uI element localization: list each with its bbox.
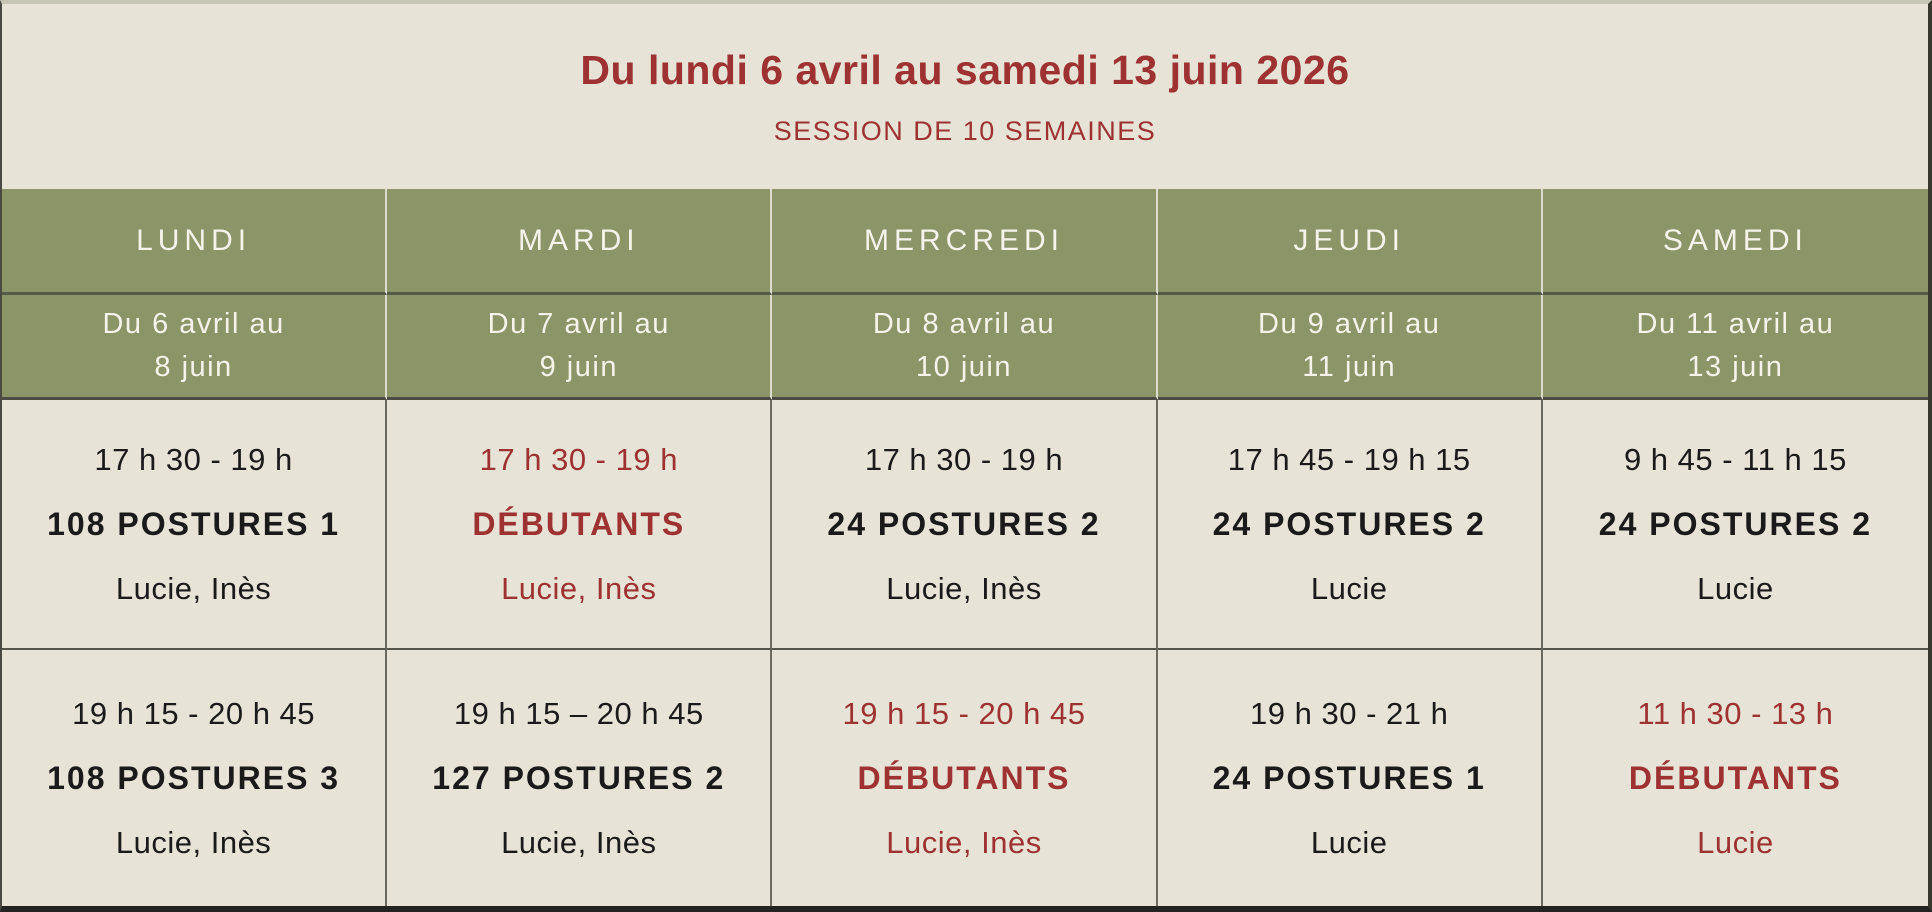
date-range-lundi: Du 6 avril au 8 juin: [2, 295, 388, 400]
date-range-line2: 9 juin: [539, 351, 618, 383]
session-cell-samedi-1: 9 h 45 - 11 h 15 24 POSTURES 2 Lucie: [1542, 400, 1928, 650]
date-range-line1: Du 11 avril au: [1636, 308, 1835, 340]
day-header-jeudi: JEUDI: [1157, 189, 1543, 295]
session-course: DÉBUTANTS: [857, 759, 1071, 796]
day-label: MERCREDI: [863, 223, 1064, 257]
date-range-mardi: Du 7 avril au 9 juin: [387, 295, 773, 400]
day-label: LUNDI: [136, 223, 252, 257]
session-cell-jeudi-2: 19 h 30 - 21 h 24 POSTURES 1 Lucie: [1157, 650, 1543, 906]
date-range-line2: 13 juin: [1687, 351, 1784, 383]
session-time: 17 h 45 - 19 h 15: [1227, 441, 1471, 477]
session-time: 19 h 15 - 20 h 45: [842, 695, 1086, 731]
session-time: 17 h 30 - 19 h: [94, 441, 293, 477]
session-course: 127 POSTURES 2: [432, 759, 726, 796]
session-course: 24 POSTURES 2: [1212, 505, 1486, 542]
session-cell-lundi-1: 17 h 30 - 19 h 108 POSTURES 1 Lucie, Inès: [2, 400, 388, 650]
session-time: 17 h 30 - 19 h: [864, 441, 1064, 477]
date-range-jeudi: Du 9 avril au 11 juin: [1157, 295, 1543, 400]
session-teachers: Lucie, Inès: [501, 570, 657, 606]
day-header-mardi: MARDI: [387, 189, 773, 295]
date-range-line1: Du 6 avril au: [102, 308, 285, 340]
session-cell-jeudi-1: 17 h 45 - 19 h 15 24 POSTURES 2 Lucie: [1157, 400, 1543, 650]
session-cell-mercredi-1: 17 h 30 - 19 h 24 POSTURES 2 Lucie, Inès: [772, 400, 1158, 650]
session-time: 19 h 30 - 21 h: [1250, 695, 1449, 731]
schedule-table: LUNDI MARDI MERCREDI JEUDI SAMEDI Du 6 avril …: [2, 189, 1928, 906]
session-course: DÉBUTANTS: [1628, 759, 1842, 796]
day-header-samedi: SAMEDI: [1542, 189, 1928, 295]
date-range-samedi: Du 11 avril au 13 juin: [1542, 295, 1928, 400]
session-teachers: Lucie: [1310, 570, 1388, 606]
session-time: 19 h 15 – 20 h 45: [453, 695, 704, 731]
session-teachers: Lucie, Inès: [886, 824, 1042, 860]
session-cell-mardi-1: 17 h 30 - 19 h DÉBUTANTS Lucie, Inès: [387, 400, 773, 650]
session-cell-mercredi-2: 19 h 15 - 20 h 45 DÉBUTANTS Lucie, Inès: [772, 650, 1158, 906]
session-time: 17 h 30 - 19 h: [479, 441, 678, 477]
session-course: 108 POSTURES 1: [47, 505, 341, 542]
session-course: 24 POSTURES 2: [827, 505, 1101, 542]
session-course: 108 POSTURES 3: [47, 759, 341, 796]
session-course: 24 POSTURES 1: [1212, 759, 1486, 796]
session-cell-samedi-2: 11 h 30 - 13 h DÉBUTANTS Lucie: [1542, 650, 1928, 906]
session-teachers: Lucie, Inès: [115, 570, 272, 606]
date-range-line1: Du 7 avril au: [487, 308, 670, 340]
date-range-line2: 11 juin: [1302, 351, 1397, 383]
schedule-header: Du lundi 6 avril au samedi 13 juin 2026 …: [2, 4, 1928, 189]
session-teachers: Lucie: [1697, 824, 1774, 860]
date-range-line1: Du 9 avril au: [1258, 308, 1441, 340]
session-teachers: Lucie: [1697, 570, 1774, 606]
session-cell-mardi-2: 19 h 15 – 20 h 45 127 POSTURES 2 Lucie, In…: [387, 650, 773, 906]
date-range-line1: Du 8 avril au: [872, 308, 1056, 340]
day-header-mercredi: MERCREDI: [772, 189, 1158, 295]
session-course: 24 POSTURES 2: [1598, 505, 1872, 542]
session-time: 11 h 30 - 13 h: [1637, 695, 1834, 731]
date-range-line2: 8 juin: [154, 351, 233, 383]
page-subtitle: SESSION DE 10 SEMAINES: [773, 115, 1157, 146]
session-teachers: Lucie: [1310, 824, 1388, 860]
session-course: DÉBUTANTS: [472, 505, 686, 542]
day-label: MARDI: [517, 223, 640, 257]
session-time: 9 h 45 - 11 h 15: [1623, 441, 1847, 477]
session-teachers: Lucie, Inès: [501, 824, 657, 860]
day-header-lundi: LUNDI: [2, 189, 388, 295]
session-time: 19 h 15 - 20 h 45: [72, 695, 316, 731]
session-teachers: Lucie, Inès: [115, 824, 272, 860]
session-cell-lundi-2: 19 h 15 - 20 h 45 108 POSTURES 3 Lucie, In…: [2, 650, 388, 906]
day-label: SAMEDI: [1662, 223, 1808, 257]
session-teachers: Lucie, Inès: [886, 570, 1042, 606]
date-range-mercredi: Du 8 avril au 10 juin: [772, 295, 1158, 400]
page-title: Du lundi 6 avril au samedi 13 juin 2026: [580, 46, 1350, 93]
day-label: JEUDI: [1293, 223, 1406, 257]
date-range-line2: 10 juin: [916, 351, 1012, 383]
